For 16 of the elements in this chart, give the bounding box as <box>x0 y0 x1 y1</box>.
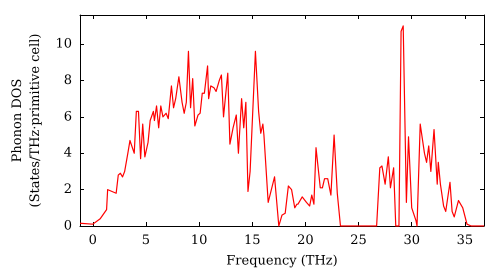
y-tick-label: 4 <box>64 146 72 161</box>
x-tick-label: 0 <box>88 233 97 248</box>
y-tick-label: 2 <box>64 182 72 198</box>
y-tick-label: 0 <box>64 218 72 234</box>
y-tick-label: 10 <box>55 36 72 52</box>
x-axis-title: Frequency (THz) <box>226 254 338 268</box>
x-tick-label: 25 <box>350 233 367 248</box>
x-tick-label: 10 <box>190 233 208 248</box>
x-tick-label: 30 <box>403 233 420 248</box>
x-tick-label: 35 <box>456 233 474 248</box>
x-tick-label: 20 <box>297 233 314 248</box>
x-tick-label: 15 <box>244 233 261 248</box>
y-tick-label: 8 <box>64 72 72 88</box>
y-axis-title: Phonon DOS (States/THz·primitive cell) <box>10 33 44 208</box>
y-tick-label: 6 <box>64 109 72 124</box>
x-tick-label: 5 <box>142 233 150 248</box>
